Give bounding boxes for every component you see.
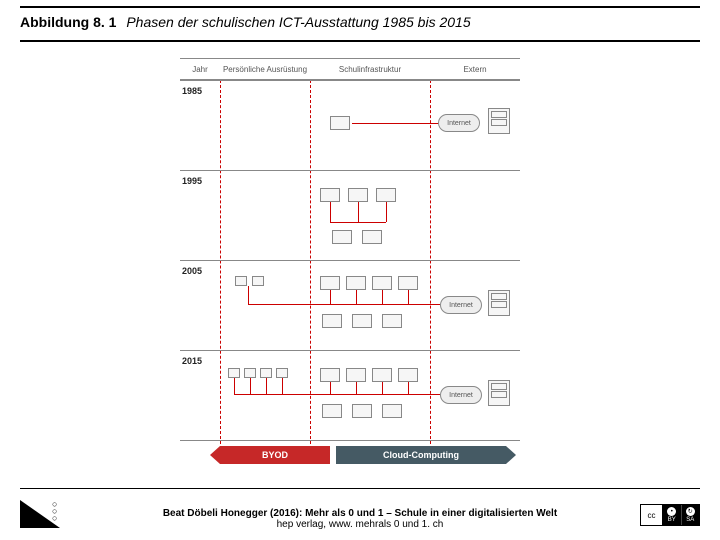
wire — [330, 202, 331, 222]
wire — [250, 378, 251, 394]
cc-logo-icon: cc — [641, 505, 663, 525]
internet-cloud-icon: Internet — [438, 114, 480, 132]
router-icon — [352, 314, 372, 328]
col-header-extern: Extern — [430, 59, 520, 79]
server-icon — [488, 108, 510, 134]
year-2005: 2005 — [182, 266, 202, 276]
router-icon — [352, 404, 372, 418]
col-header-infra: Schulinfrastruktur — [310, 59, 430, 79]
wire — [352, 123, 440, 124]
wire — [382, 382, 383, 394]
year-1985: 1985 — [182, 86, 202, 96]
server-small-icon — [362, 230, 382, 244]
row-divider — [180, 170, 520, 171]
desktop-icon — [372, 276, 392, 290]
laptop-icon — [228, 368, 240, 378]
diagram-column-header: Jahr Persönliche Ausrüstung Schulinfrast… — [180, 58, 520, 80]
byod-arrow: BYOD — [220, 446, 330, 464]
wire — [408, 382, 409, 394]
wire — [386, 202, 387, 222]
mobile-icon — [260, 368, 272, 378]
footer: ○○○ Beat Döbeli Honegger (2016): Mehr al… — [0, 494, 720, 534]
laptop-icon — [346, 368, 366, 382]
wire — [234, 378, 235, 394]
printer-icon — [322, 404, 342, 418]
vline-1 — [220, 80, 221, 444]
publisher-dots-icon: ○○○ — [52, 501, 56, 522]
wire — [408, 290, 409, 304]
vline-2 — [310, 80, 311, 444]
figure-caption: Phasen der schulischen ICT-Ausstattung 1… — [126, 14, 470, 30]
mobile-icon — [252, 276, 264, 286]
figure-title: Abbildung 8. 1 Phasen der schulischen IC… — [20, 14, 700, 30]
laptop-icon — [320, 368, 340, 382]
wire — [248, 304, 440, 305]
wire — [358, 202, 359, 222]
printer-icon — [332, 230, 352, 244]
server-icon — [488, 380, 510, 406]
wire — [234, 394, 440, 395]
desktop-icon — [346, 276, 366, 290]
laptop-icon — [235, 276, 247, 286]
cc-by-icon: •BY — [663, 505, 681, 525]
desktop-icon — [320, 188, 340, 202]
wire — [430, 394, 440, 395]
cc-license-badge: cc •BY ↻SA — [640, 504, 700, 526]
citation: Beat Döbeli Honegger (2016): Mehr als 0 … — [140, 508, 580, 530]
wire — [356, 382, 357, 394]
row-divider — [180, 350, 520, 351]
row-divider — [180, 260, 520, 261]
cc-sa-icon: ↻SA — [681, 505, 700, 525]
vline-3 — [430, 80, 431, 444]
wire — [330, 222, 386, 223]
wire — [248, 286, 249, 304]
wire — [356, 290, 357, 304]
printer-icon — [322, 314, 342, 328]
wire — [382, 290, 383, 304]
desktop-icon — [372, 368, 392, 382]
wire — [282, 378, 283, 394]
wire — [266, 378, 267, 394]
col-header-personal: Persönliche Ausrüstung — [220, 59, 310, 79]
figure-number: Abbildung 8. 1 — [20, 14, 116, 30]
desktop-icon — [376, 188, 396, 202]
desktop-icon — [320, 276, 340, 290]
server-small-icon — [398, 368, 418, 382]
server-small-icon — [382, 314, 402, 328]
year-1995: 1995 — [182, 176, 202, 186]
internet-cloud-icon: Internet — [440, 296, 482, 314]
figure-page: Abbildung 8. 1 Phasen der schulischen IC… — [0, 0, 720, 540]
trend-arrows: BYOD Cloud-Computing — [220, 446, 516, 464]
citation-line2: hep verlag, www. mehrals 0 und 1. ch — [140, 519, 580, 530]
top-rule — [20, 6, 700, 8]
cloud-computing-arrow: Cloud-Computing — [336, 446, 506, 464]
wire — [430, 304, 440, 305]
server-small-icon — [398, 276, 418, 290]
tablet-icon — [244, 368, 256, 378]
wifi-ap-icon — [382, 404, 402, 418]
server-icon — [488, 290, 510, 316]
row-divider — [180, 440, 520, 441]
mobile-icon — [276, 368, 288, 378]
desktop-icon — [348, 188, 368, 202]
col-header-year: Jahr — [180, 59, 220, 79]
ict-timeline-diagram: Jahr Persönliche Ausrüstung Schulinfrast… — [180, 58, 520, 468]
internet-cloud-icon: Internet — [440, 386, 482, 404]
footer-rule — [20, 488, 700, 489]
row-divider — [180, 80, 520, 81]
desktop-icon — [330, 116, 350, 130]
wire — [330, 290, 331, 304]
year-2015: 2015 — [182, 356, 202, 366]
title-underline — [20, 40, 700, 42]
wire — [330, 382, 331, 394]
citation-line1: Beat Döbeli Honegger (2016): Mehr als 0 … — [140, 508, 580, 519]
